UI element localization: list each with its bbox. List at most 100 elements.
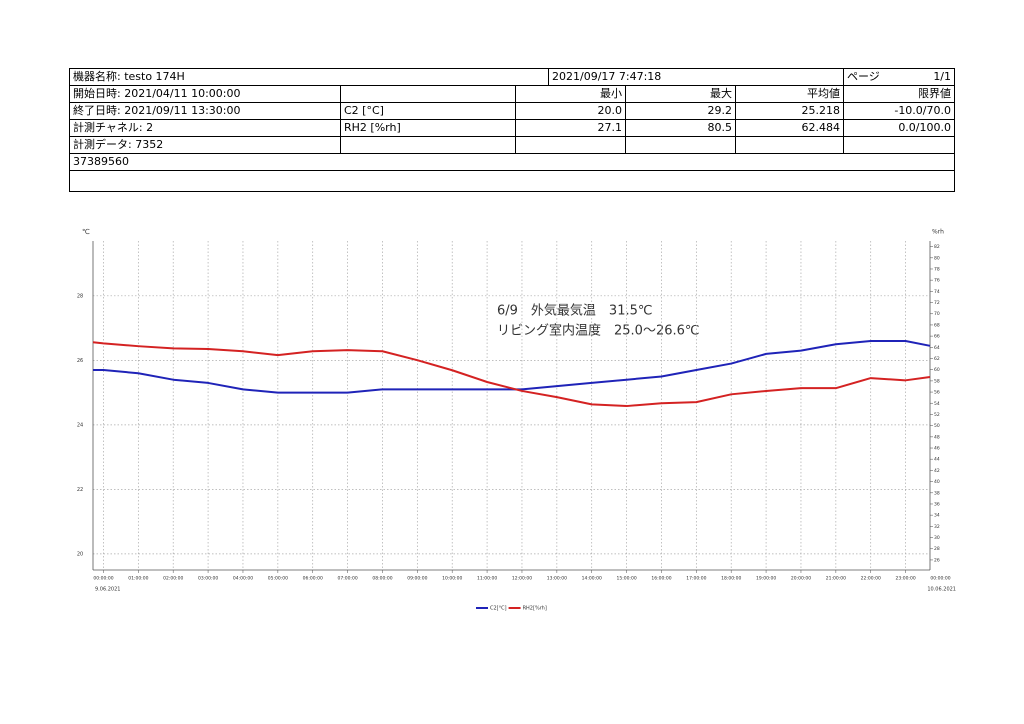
series-line (93, 339, 931, 394)
y2-tick-label: 28 (934, 546, 940, 552)
cell (843, 136, 956, 154)
cell: RH2 [%rh] (340, 119, 516, 137)
x-tick-label: 00:00:00 (930, 576, 950, 582)
x-tick-label: 01:00:00 (128, 576, 148, 582)
cell: 25.218 (734, 102, 845, 120)
cell: 27.1 (515, 119, 626, 137)
y2-tick-label: 54 (934, 401, 940, 407)
x-tick-label: 18:00:00 (721, 576, 741, 582)
cell: 限界値 (843, 85, 956, 103)
cell: 開始日時: 2021/04/11 10:00:00 (69, 85, 341, 103)
x-tick-label: 21:00:00 (826, 576, 846, 582)
y-tick-label: 26 (77, 358, 83, 364)
y2-tick-label: 62 (934, 356, 940, 362)
y-tick-label: 20 (77, 551, 83, 557)
y2-tick-label: 72 (934, 300, 940, 306)
y2-tick-label: 48 (934, 434, 940, 440)
table-row: 終了日時: 2021/09/11 13:30:00 C2 [°C] 20.0 2… (69, 102, 956, 120)
x-tick-label: 13:00:00 (547, 576, 567, 582)
x-tick-label: 10:00:00 (442, 576, 462, 582)
legend-label: RH2[%rh] (523, 606, 547, 612)
x-tick-label: 05:00:00 (268, 576, 288, 582)
y2-tick-label: 26 (934, 557, 940, 563)
cell: 20.0 (515, 102, 626, 120)
y2-tick-label: 32 (934, 524, 940, 530)
x-tick-label: 07:00:00 (337, 576, 357, 582)
y2-tick-label: 38 (934, 490, 940, 496)
series-line (92, 341, 931, 408)
x-tick-label: 06:00:00 (303, 576, 323, 582)
x-tick-label: 23:00:00 (895, 576, 915, 582)
cell (625, 136, 736, 154)
table-row: 機器名称: testo 174H 2021/09/17 7:47:18 ページ 1… (69, 68, 956, 86)
table-row: 計測データ: 7352 (69, 136, 956, 154)
y2-tick-label: 74 (934, 289, 940, 295)
cell: 平均値 (734, 85, 845, 103)
cell: 0.0/100.0 (843, 119, 956, 137)
cell (340, 85, 516, 103)
cell: 最大 (625, 85, 736, 103)
table-row: 開始日時: 2021/04/11 10:00:00 最小 最大 平均値 限界値 (69, 85, 956, 103)
y2-tick-label: 80 (934, 255, 940, 261)
x-date-label: 10.06.2021 (927, 587, 956, 593)
y2-tick-label: 44 (934, 457, 940, 463)
x-tick-label: 19:00:00 (756, 576, 776, 582)
x-tick-label: 09:00:00 (407, 576, 427, 582)
y2-tick-label: 66 (934, 334, 940, 340)
y-tick-label: 22 (77, 487, 83, 493)
y2-tick-label: 34 (934, 513, 940, 519)
cell: 37389560 (68, 153, 956, 171)
annotation: 6/9 外気最気温 31.5℃ (497, 303, 652, 319)
table-row (68, 170, 956, 192)
table-row: 計測チャネル: 2 RH2 [%rh] 27.1 80.5 62.484 0.0… (69, 119, 956, 137)
x-tick-label: 04:00:00 (233, 576, 253, 582)
cell: 62.484 (734, 119, 845, 137)
y2-tick-label: 60 (934, 367, 940, 373)
y-tick-label: 24 (77, 422, 83, 428)
cell (515, 136, 626, 154)
legend-label: C2[°C] (490, 606, 507, 612)
y2-tick-label: 42 (934, 468, 940, 474)
x-tick-label: 00:00:00 (93, 576, 113, 582)
cell (734, 136, 845, 154)
y2-tick-label: 30 (934, 535, 940, 541)
y2-tick-label: 46 (934, 446, 940, 452)
x-tick-label: 22:00:00 (861, 576, 881, 582)
y2-tick-label: 40 (934, 479, 940, 485)
y-axis-label: ℃ (82, 228, 90, 236)
cell: 機器名称: testo 174H (69, 68, 549, 86)
cell: 計測チャネル: 2 (69, 119, 341, 137)
info-table: 機器名称: testo 174H 2021/09/17 7:47:18 ページ 1… (68, 68, 956, 192)
cell (68, 170, 956, 192)
cell: 最小 (515, 85, 626, 103)
y2-tick-label: 58 (934, 378, 940, 384)
y2-tick-label: 52 (934, 412, 940, 418)
y2-tick-label: 70 (934, 311, 940, 317)
table-row: 37389560 (68, 153, 956, 171)
x-tick-label: 08:00:00 (372, 576, 392, 582)
cell-text: ページ (847, 70, 880, 83)
x-tick-label: 20:00:00 (791, 576, 811, 582)
x-tick-label: 14:00:00 (582, 576, 602, 582)
y2-tick-label: 36 (934, 501, 940, 507)
cell-text: 1/1 (933, 70, 952, 83)
y2-tick-label: 56 (934, 390, 940, 396)
x-tick-label: 02:00:00 (163, 576, 183, 582)
x-tick-label: 17:00:00 (686, 576, 706, 582)
cell: 29.2 (625, 102, 736, 120)
x-tick-label: 16:00:00 (651, 576, 671, 582)
cell (340, 136, 516, 154)
x-tick-label: 12:00:00 (512, 576, 532, 582)
annotation: リビング室内温度 25.0～26.6℃ (497, 323, 700, 339)
cell: 80.5 (625, 119, 736, 137)
y2-axis-label: %rh (932, 229, 944, 236)
y-tick-label: 28 (77, 293, 83, 299)
y2-tick-label: 64 (934, 345, 940, 351)
x-date-label: 9.06.2021 (95, 587, 120, 593)
cell: -10.0/70.0 (843, 102, 956, 120)
y2-tick-label: 78 (934, 266, 940, 272)
x-tick-label: 15:00:00 (616, 576, 636, 582)
cell: 計測データ: 7352 (69, 136, 341, 154)
